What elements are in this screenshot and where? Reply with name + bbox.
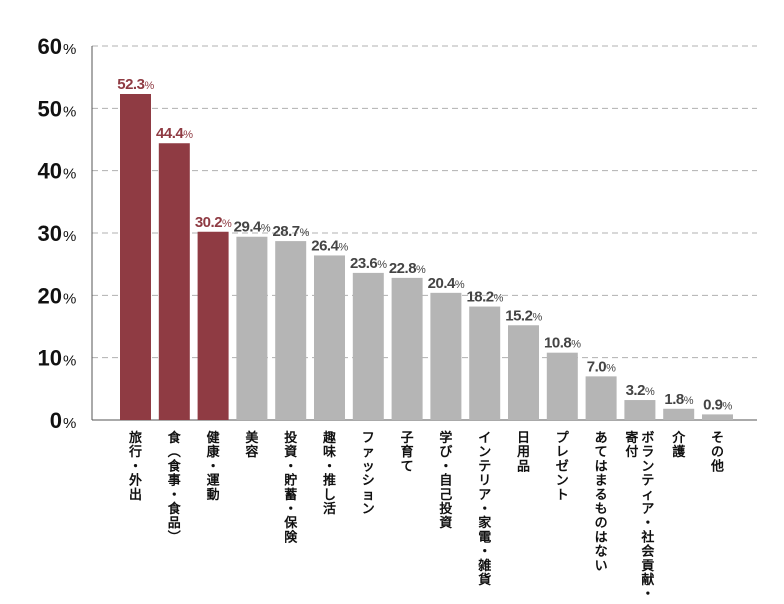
bar (624, 400, 656, 420)
category-label-column: あてはまるものはない (595, 431, 608, 574)
y-tick-label: 20 (38, 283, 62, 308)
category-label: プレゼント (556, 431, 570, 503)
bar-value-label: 29.4% (234, 219, 271, 236)
bar-value-label: 20.4% (428, 275, 465, 292)
grid-layer (92, 45, 757, 359)
bar (120, 93, 151, 420)
y-tick-unit: % (63, 353, 76, 370)
bar-value-label: 23.6% (350, 255, 387, 272)
bar-value-label: 30.2% (195, 214, 232, 231)
category-label-column: ファッション (362, 431, 375, 517)
axis-layer: 0 %10 %20 %30 %40 %50 %60% (38, 34, 757, 433)
bar (158, 143, 190, 421)
bar (352, 272, 384, 420)
category-label-column: 食︵食事・食品︶ (167, 430, 182, 545)
y-tick-label: 0 (50, 408, 62, 433)
y-tick-unit: % (63, 41, 76, 58)
category-label: ボランティア・社会貢献・寄付 (625, 430, 655, 602)
category-label-column: プレゼント (556, 431, 570, 503)
bar (314, 255, 345, 420)
y-tick-label: 40 (38, 159, 62, 184)
bar (469, 306, 501, 420)
y-tick-label: 30 (38, 221, 62, 246)
bar-value-label: 0.9% (703, 396, 732, 413)
y-tick-unit: % (63, 228, 76, 245)
bar-value-label: 15.2% (505, 307, 542, 324)
category-label: 投資・貯蓄・保険 (283, 430, 298, 545)
bar-value-label: 18.2% (466, 289, 503, 306)
category-label: 子育て (401, 431, 414, 474)
bar (275, 241, 307, 420)
bar-value-label: 28.7% (272, 223, 309, 240)
bar (391, 277, 423, 420)
category-label: インテリア・家電・雑貨 (477, 431, 492, 588)
bar (197, 231, 229, 420)
bar (430, 292, 462, 420)
category-label-column: インテリア・家電・雑貨 (477, 431, 492, 588)
category-label-column: 寄付 (625, 430, 638, 460)
y-tick-unit: % (63, 290, 76, 307)
category-label-column: 美容 (244, 430, 259, 460)
bar (702, 414, 733, 420)
bar (663, 408, 695, 420)
y-tick-unit: % (63, 415, 76, 432)
category-label-column: 子育て (401, 431, 414, 474)
category-label-column: ボランティア・社会貢献・ (640, 430, 655, 602)
y-tick-label: 60 (38, 34, 62, 59)
y-tick-label: 50 (38, 96, 62, 121)
bar-value-label: 10.8% (544, 335, 581, 352)
category-label: 趣味・推し活 (322, 430, 337, 517)
category-label: 学び・自己投資 (439, 430, 453, 531)
bar (585, 376, 617, 420)
y-tick-label: 10 (38, 346, 62, 371)
y-tick-unit: % (63, 103, 76, 120)
category-label-column: 趣味・推し活 (322, 430, 337, 517)
category-label: 介護 (671, 430, 686, 460)
bar (508, 325, 539, 420)
category-label-column: 日用品 (516, 431, 530, 474)
category-label-column: その他 (710, 431, 724, 474)
bar-value-label: 26.4% (311, 237, 348, 254)
category-label-column: 学び・自己投資 (439, 430, 453, 531)
bar-value-label: 52.3% (117, 76, 154, 93)
bar-value-label: 1.8% (664, 391, 693, 408)
category-label: ファッション (362, 431, 375, 517)
bar-value-label: 7.0% (587, 358, 616, 375)
bar-value-label: 22.8% (389, 260, 426, 277)
category-label: 健康・運動 (207, 430, 221, 503)
bar-layer (120, 93, 733, 421)
category-label-column: 健康・運動 (207, 430, 221, 503)
category-label-column: 投資・貯蓄・保険 (283, 430, 298, 545)
y-tick-unit: % (63, 166, 76, 183)
bar (236, 236, 268, 420)
category-label: 美容 (244, 430, 259, 460)
bar (546, 352, 578, 420)
category-label-column: 旅行・外出 (128, 430, 142, 503)
bar-value-label: 44.4% (156, 125, 193, 142)
label-layer: 52.3% 44.4% 30.2% 29.4% 28.7%26.4%23.6% 22.8%… (117, 76, 733, 413)
bar-value-label: 3.2% (626, 382, 655, 399)
category-label: 旅行・外出 (128, 430, 142, 503)
category-label: あてはまるものはない (595, 431, 608, 574)
category-label: 日用品 (516, 431, 530, 474)
category-label: 食︵食事・食品︶ (167, 430, 182, 545)
category-label-column: 介護 (671, 430, 686, 460)
category-label: その他 (710, 431, 724, 474)
category-layer: 旅行・外出 食︵食事・食品︶ 健康・運動 美容 投資・貯蓄・保険 趣味・推し活 ファッション… (128, 430, 724, 602)
